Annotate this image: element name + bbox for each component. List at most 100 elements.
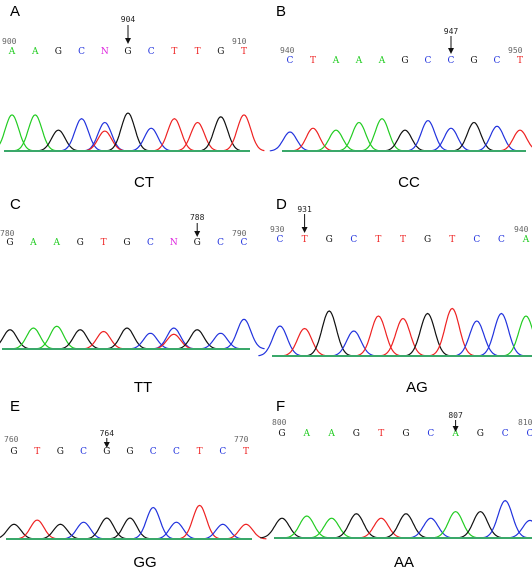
base-call: C	[147, 238, 154, 248]
trace-peak	[0, 329, 31, 350]
trace-peak	[282, 327, 327, 357]
base-call: G	[477, 429, 484, 439]
trace-peak	[453, 121, 495, 152]
trace-peak	[37, 129, 79, 152]
base-call: C	[425, 56, 432, 66]
base-call: A	[31, 47, 39, 57]
trace-peak	[153, 327, 195, 350]
ruler-start-label: 760	[4, 435, 19, 444]
base-call: T	[400, 235, 406, 245]
base-call: C	[427, 429, 434, 439]
trace-peak	[155, 521, 197, 540]
marker-position-label: 904	[121, 15, 136, 24]
panel-f: F 800 810 G A A G T G C A G C C 807 AA	[260, 386, 532, 579]
base-call: A	[29, 238, 37, 248]
base-call: T	[195, 47, 201, 57]
panel-label: C	[10, 196, 21, 213]
trace-peak	[59, 329, 101, 350]
genotype-label: AA	[393, 554, 414, 571]
base-call: G	[326, 235, 333, 245]
trace-peak-secondary	[153, 333, 195, 350]
trace-peak	[129, 332, 172, 350]
base-call: T	[378, 429, 384, 439]
base-call: A	[522, 235, 530, 245]
base-call: G	[278, 429, 285, 439]
ruler-end-label: 810	[518, 418, 532, 427]
trace-peak	[107, 112, 149, 152]
base-call: A	[8, 47, 16, 57]
trace-peak	[504, 315, 532, 357]
trace-peak	[381, 317, 425, 357]
trace-peak	[334, 513, 379, 539]
trace-peak	[132, 506, 174, 540]
genotype-label: TT	[133, 379, 153, 396]
base-call: G	[123, 238, 130, 248]
base-call: C	[494, 56, 501, 66]
chromatogram-c: 780 790 G A A G T G C N G C C 788	[0, 213, 265, 350]
base-call: A	[53, 238, 61, 248]
panel-d: D 930 940 C T G C T T G T C C A 931 AG	[258, 193, 532, 396]
genotype-label: CC	[398, 174, 420, 191]
trace-peak	[223, 114, 265, 152]
base-call: T	[197, 447, 203, 457]
trace-peak	[384, 513, 428, 539]
genotype-label: GG	[133, 554, 157, 571]
base-call: C	[448, 56, 455, 66]
base-call: G	[401, 56, 408, 66]
ruler-end-label: 940	[514, 225, 529, 234]
base-call: G	[470, 56, 477, 66]
trace-peak	[405, 312, 450, 357]
base-call: N	[101, 47, 109, 57]
trace-peak	[14, 114, 56, 152]
base-call: G	[126, 447, 133, 457]
base-call: T	[101, 238, 107, 248]
trace-peak	[309, 517, 354, 539]
trace-peak	[63, 521, 105, 540]
base-call: G	[55, 47, 62, 57]
trace-peak	[359, 517, 404, 539]
trace-peak	[36, 325, 78, 350]
base-call: G	[402, 429, 409, 439]
ruler-start-label: 780	[0, 229, 15, 238]
marker-arrow-head	[194, 231, 201, 237]
panel-label: A	[10, 3, 21, 20]
panel-label: D	[276, 196, 287, 213]
ruler-start-label: 930	[270, 225, 285, 234]
base-call: T	[34, 447, 40, 457]
base-call: G	[77, 238, 84, 248]
panel-label: F	[276, 398, 286, 415]
base-call: C	[173, 447, 180, 457]
chromatogram-b: 940 950 C T A A A G C C G C T 947	[269, 27, 532, 152]
base-call: G	[194, 238, 201, 248]
chromatogram-e: 760 770 G T G C G G C C T C T 764	[0, 429, 267, 540]
marker-arrow-head	[452, 426, 459, 432]
trace-peak	[408, 517, 453, 539]
trace-peak	[430, 127, 472, 152]
chromatogram-f: 800 810 G A A G T G C A G C C 807	[260, 411, 532, 539]
base-call: C	[498, 235, 505, 245]
marker-position-label: 764	[100, 429, 115, 438]
ruler-end-label: 770	[234, 435, 249, 444]
trace-peak	[499, 129, 532, 152]
base-call: G	[57, 447, 64, 457]
panel-label: E	[10, 398, 21, 415]
trace-peak	[269, 131, 311, 152]
base-call: T	[310, 56, 316, 66]
base-call: G	[10, 447, 17, 457]
ruler-start-label: 800	[272, 418, 287, 427]
panel-a: A 900 910 A A G C N G C T T G T 904 CT	[0, 0, 266, 193]
base-call: G	[6, 238, 13, 248]
trace-peak	[223, 318, 265, 350]
marker-position-label: 788	[190, 213, 205, 222]
base-call: C	[473, 235, 480, 245]
base-call: C	[502, 429, 509, 439]
base-call: T	[171, 47, 177, 57]
trace-peak	[130, 127, 172, 152]
trace-peak	[455, 320, 499, 357]
trace-peak	[258, 325, 302, 357]
ruler-end-label: 910	[232, 37, 247, 46]
base-call: C	[287, 56, 294, 66]
base-call: G	[353, 429, 360, 439]
trace-peak	[109, 517, 151, 540]
trace-peak	[106, 327, 148, 350]
